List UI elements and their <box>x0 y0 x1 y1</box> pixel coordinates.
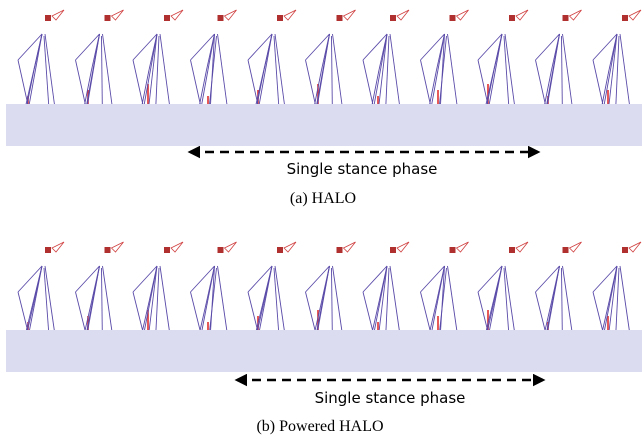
orientation <box>629 242 641 252</box>
limb <box>593 266 617 292</box>
head-marker <box>622 15 628 21</box>
limb <box>133 266 157 292</box>
orientation <box>570 10 582 20</box>
limb <box>620 34 631 116</box>
head-marker <box>450 15 456 21</box>
limb <box>390 34 401 116</box>
panel-b: Single stance phase (b) Powered HALO <box>6 242 642 435</box>
head-marker <box>450 247 456 253</box>
page: Single stance phase (a) HALO Single stan… <box>0 0 642 439</box>
orientation <box>52 10 64 20</box>
head-marker <box>277 247 283 253</box>
head-marker <box>45 15 51 21</box>
limb <box>563 34 574 116</box>
head-marker <box>509 15 515 21</box>
orientation <box>171 10 183 20</box>
limb <box>363 266 387 292</box>
head-marker <box>105 247 111 253</box>
orientation <box>629 10 641 20</box>
head-marker <box>218 247 224 253</box>
limb <box>191 266 215 292</box>
head-marker <box>390 247 396 253</box>
limb <box>421 266 445 292</box>
ground-band <box>6 330 642 372</box>
head-marker <box>277 15 283 21</box>
orientation <box>284 242 296 252</box>
caption: (b) Powered HALO <box>256 418 383 435</box>
orientation <box>344 242 356 252</box>
orientation <box>171 242 183 252</box>
head-marker <box>218 15 224 21</box>
orientation <box>457 242 469 252</box>
orientation <box>112 242 124 252</box>
orientation <box>570 242 582 252</box>
panel-a: Single stance phase (a) HALO <box>6 10 642 207</box>
head-marker <box>509 247 515 253</box>
ground-band <box>6 104 642 146</box>
annotation: Single stance phase <box>287 160 438 178</box>
orientation <box>225 242 237 252</box>
head-marker <box>164 247 170 253</box>
head-marker <box>622 247 628 253</box>
head-marker <box>337 15 343 21</box>
orientation <box>225 10 237 20</box>
head-marker <box>390 15 396 21</box>
orientation <box>397 10 409 20</box>
annotation: Single stance phase <box>315 389 466 407</box>
orientation <box>457 10 469 20</box>
limb <box>103 34 114 116</box>
orientation <box>344 10 356 20</box>
head-marker <box>45 247 51 253</box>
limb <box>160 34 171 116</box>
head-marker <box>563 247 569 253</box>
head-marker <box>164 15 170 21</box>
head-marker <box>337 247 343 253</box>
orientation <box>397 242 409 252</box>
limb <box>333 34 344 116</box>
head-marker <box>563 15 569 21</box>
orientation <box>516 10 528 20</box>
orientation <box>284 10 296 20</box>
limb <box>218 34 229 116</box>
orientation <box>112 10 124 20</box>
head-marker <box>105 15 111 21</box>
limb <box>448 34 459 116</box>
orientation <box>516 242 528 252</box>
figure: Single stance phase (a) HALO Single stan… <box>0 0 642 439</box>
orientation <box>52 242 64 252</box>
caption: (a) HALO <box>290 190 356 207</box>
